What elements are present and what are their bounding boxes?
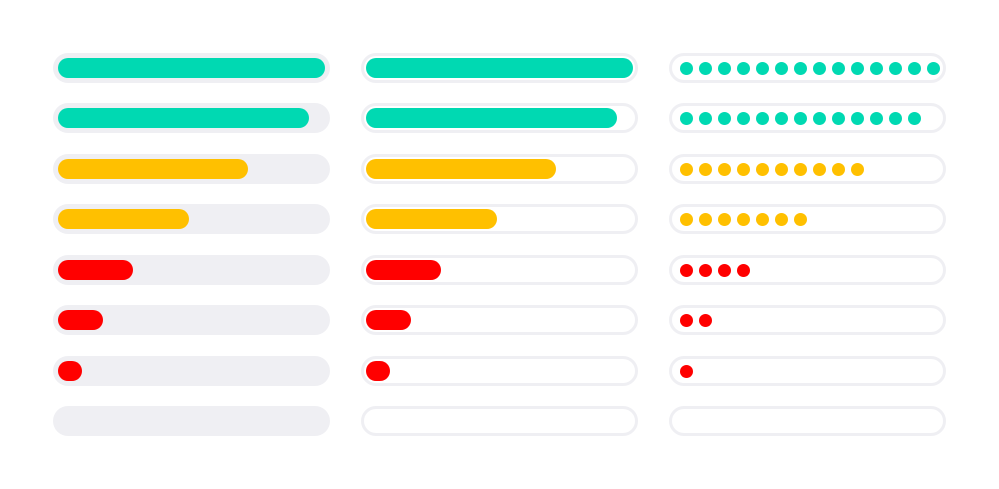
meter-dot xyxy=(832,162,845,176)
meter-dot xyxy=(680,61,693,75)
meter-dot xyxy=(737,263,750,277)
dotted-meter-track xyxy=(669,154,946,184)
meter-dot xyxy=(813,111,826,125)
filled-meter-fill xyxy=(58,108,309,128)
meter-dot xyxy=(699,111,712,125)
dotted-meter-dots xyxy=(680,209,807,229)
dotted-meter-dots xyxy=(680,108,921,128)
filled-meter-fill xyxy=(58,58,325,78)
dotted-meter-dots xyxy=(680,361,693,381)
meter-dot xyxy=(775,111,788,125)
outlined-meter-fill xyxy=(366,108,617,128)
meter-dot xyxy=(718,61,731,75)
meter-dot xyxy=(832,61,845,75)
meter-dot xyxy=(794,111,807,125)
meter-dot xyxy=(794,61,807,75)
meter-dot xyxy=(908,61,921,75)
meter-dot xyxy=(813,61,826,75)
meter-dot xyxy=(851,61,864,75)
meter-dot xyxy=(889,111,902,125)
filled-meter-track xyxy=(53,103,330,133)
meter-dot xyxy=(756,162,769,176)
meter-dot xyxy=(870,111,883,125)
outlined-meter-track xyxy=(361,103,638,133)
meter-dot xyxy=(870,61,883,75)
dotted-meter-track xyxy=(669,305,946,335)
dotted-meter-dots xyxy=(680,310,712,330)
meter-dot xyxy=(813,162,826,176)
meter-dot xyxy=(718,212,731,226)
meter-dot xyxy=(680,263,693,277)
meter-dot xyxy=(680,111,693,125)
meter-dot xyxy=(756,111,769,125)
meter-dot xyxy=(927,61,940,75)
filled-meter-fill xyxy=(58,260,133,280)
outlined-meter-fill xyxy=(366,260,441,280)
dotted-meter-track xyxy=(669,103,946,133)
meter-dot xyxy=(908,111,921,125)
outlined-meter-track xyxy=(361,255,638,285)
outlined-meter-track xyxy=(361,204,638,234)
meter-dot xyxy=(756,212,769,226)
outlined-meter-fill xyxy=(366,58,633,78)
meter-dot xyxy=(680,162,693,176)
filled-meter-track xyxy=(53,154,330,184)
dotted-meter-track xyxy=(669,406,946,436)
meter-dot xyxy=(775,162,788,176)
meter-dot xyxy=(851,162,864,176)
dotted-meter-track xyxy=(669,53,946,83)
filled-meter-track xyxy=(53,204,330,234)
filled-meter-fill xyxy=(58,159,248,179)
dotted-meter-dots xyxy=(680,58,940,78)
outlined-meter-fill xyxy=(366,209,497,229)
meter-dot xyxy=(794,162,807,176)
dotted-meter-dots xyxy=(680,260,750,280)
meter-dot xyxy=(718,263,731,277)
meter-dot xyxy=(699,212,712,226)
meter-dot xyxy=(699,162,712,176)
meter-dot xyxy=(775,61,788,75)
outlined-meter-track xyxy=(361,154,638,184)
filled-meter-track xyxy=(53,305,330,335)
meter-dot xyxy=(737,162,750,176)
outlined-meter-fill xyxy=(366,159,556,179)
meter-dot xyxy=(737,212,750,226)
dotted-meter-track xyxy=(669,204,946,234)
meter-dot xyxy=(851,111,864,125)
meter-dot xyxy=(699,263,712,277)
outlined-meter-track xyxy=(361,406,638,436)
meter-dot xyxy=(718,111,731,125)
outlined-meter-track xyxy=(361,53,638,83)
dotted-meter-track xyxy=(669,356,946,386)
meter-dot xyxy=(680,364,693,378)
meter-dot xyxy=(699,61,712,75)
outlined-meter-track xyxy=(361,356,638,386)
dotted-meter-dots xyxy=(680,159,864,179)
meter-dot xyxy=(775,212,788,226)
outlined-meter-track xyxy=(361,305,638,335)
filled-meter-track xyxy=(53,255,330,285)
meter-dot xyxy=(832,111,845,125)
meter-dot xyxy=(699,313,712,327)
meter-dot xyxy=(889,61,902,75)
filled-meter-track xyxy=(53,356,330,386)
meter-dot xyxy=(737,111,750,125)
dotted-meter-track xyxy=(669,255,946,285)
outlined-meter-fill xyxy=(366,310,412,330)
meter-dot xyxy=(794,212,807,226)
meter-dot xyxy=(718,162,731,176)
meter-dot xyxy=(680,212,693,226)
outlined-meter-fill xyxy=(366,361,390,381)
meter-dot xyxy=(756,61,769,75)
filled-meter-fill xyxy=(58,361,82,381)
meter-dot xyxy=(737,61,750,75)
meter-dot xyxy=(680,313,693,327)
filled-meter-fill xyxy=(58,310,104,330)
filled-meter-fill xyxy=(58,209,189,229)
filled-meter-track xyxy=(53,406,330,436)
filled-meter-track xyxy=(53,53,330,83)
